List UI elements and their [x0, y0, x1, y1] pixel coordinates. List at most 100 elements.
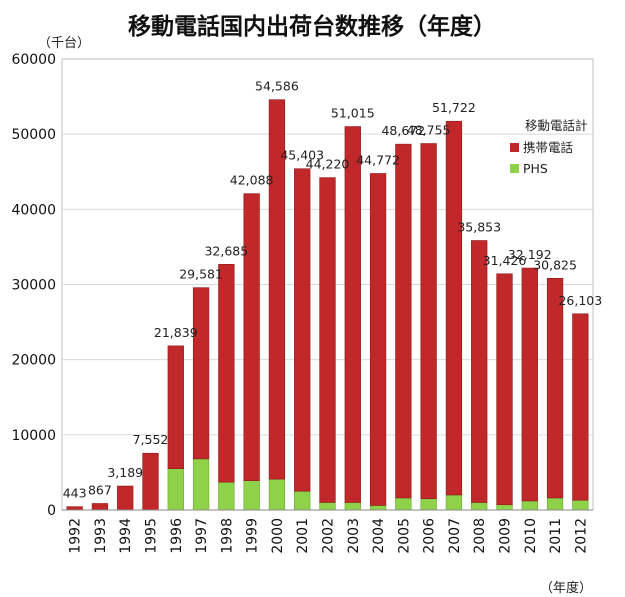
- y-tick-label: 0: [47, 503, 56, 519]
- y-axis-ticks: 0 10000 20000 30000 40000 50000 60000: [11, 52, 56, 519]
- bar-mobile: [395, 143, 412, 499]
- bar-phs: [395, 497, 412, 511]
- total-label: 44,220: [306, 157, 350, 172]
- x-tick-label: 1999: [245, 518, 261, 554]
- total-label: 45,403: [280, 148, 324, 163]
- total-label: 32,685: [204, 243, 248, 258]
- bar-phs: [572, 499, 589, 511]
- y-tick-label: 60000: [11, 52, 56, 68]
- total-labels: 443 867 3,189 7,552 21,839 29,581 32,685 42,088…: [63, 79, 603, 501]
- bar-phs: [369, 505, 387, 511]
- total-label: 31,426: [483, 253, 527, 268]
- total-label: 32,192: [508, 247, 552, 262]
- bar-phs: [319, 502, 336, 511]
- bar-mobile: [369, 173, 387, 506]
- total-label: 443: [63, 486, 87, 501]
- y-tick-label: 30000: [11, 278, 56, 294]
- x-tick-label: 2009: [498, 518, 514, 554]
- x-tick-label: 2012: [573, 518, 589, 554]
- x-tick-label: 1992: [68, 518, 84, 554]
- bar-mobile: [521, 267, 538, 502]
- x-tick-label: 1996: [169, 518, 185, 554]
- y-axis-unit-label: （千台）: [38, 36, 90, 51]
- bar-mobile: [344, 126, 361, 503]
- y-tick-label: 20000: [11, 353, 56, 369]
- total-label: 48,672: [381, 123, 425, 138]
- total-label: 51,015: [331, 106, 375, 121]
- x-tick-label: 2007: [447, 518, 463, 554]
- total-label: 44,772: [356, 152, 400, 167]
- bar-phs: [167, 468, 184, 511]
- bar-mobile: [91, 503, 109, 511]
- bar-phs: [243, 480, 260, 511]
- total-label: 54,586: [255, 79, 299, 94]
- x-tick-label: 2006: [422, 518, 438, 554]
- bar-mobile: [142, 452, 159, 511]
- x-tick-label: 1993: [93, 518, 109, 554]
- bar-mobile: [572, 313, 589, 501]
- x-tick-label: 1994: [118, 518, 134, 554]
- x-tick-label: 1997: [194, 518, 210, 554]
- x-tick-label: 2008: [472, 518, 488, 554]
- bar-mobile: [420, 143, 437, 500]
- legend-entry-phs: PHS: [523, 161, 548, 176]
- legend-swatch-phs: [510, 164, 519, 173]
- total-label: 3,189: [107, 465, 143, 480]
- bar-mobile: [218, 264, 235, 483]
- total-label: 35,853: [457, 220, 501, 235]
- chart-title: 移動電話国内出荷台数推移（年度）: [128, 13, 496, 40]
- legend-entry-mobile: 携帯電話: [523, 140, 573, 155]
- bar-mobile: [268, 99, 286, 480]
- x-tick-label: 2003: [346, 518, 362, 554]
- total-label: 48,755: [407, 123, 451, 138]
- legend: 移動電話計 携帯電話 PHS: [510, 118, 588, 176]
- x-axis-ticks: 1992 1993 1994 1995 1996 1997 1998 1999 2000 2001…: [68, 518, 590, 554]
- bar-mobile: [445, 120, 463, 496]
- bar-phs: [546, 497, 564, 511]
- total-label: 42,088: [230, 173, 274, 188]
- x-tick-label: 2011: [548, 518, 564, 554]
- bar-phs: [192, 458, 210, 511]
- bar-mobile: [117, 485, 134, 511]
- bar-mobile: [167, 345, 184, 469]
- bar-phs: [420, 498, 437, 511]
- y-tick-label: 50000: [11, 127, 56, 143]
- bar-phs: [471, 502, 488, 511]
- x-tick-label: 2001: [295, 518, 311, 554]
- bar-mobile: [294, 168, 311, 492]
- x-axis-unit-label: （年度）: [540, 580, 592, 596]
- bar-phs: [344, 502, 361, 511]
- legend-title: 移動電話計: [525, 118, 588, 133]
- total-label: 51,722: [432, 100, 476, 115]
- bar-mobile: [192, 287, 210, 460]
- x-tick-label: 1998: [219, 518, 235, 554]
- bar-phs: [218, 481, 235, 511]
- bar-phs: [294, 490, 311, 511]
- total-label: 867: [88, 482, 112, 497]
- bar-phs: [445, 494, 463, 511]
- x-tick-label: 2005: [396, 518, 412, 554]
- bar-mobile: [496, 273, 513, 506]
- x-tick-label: 2000: [270, 518, 286, 554]
- bar-mobile: [319, 177, 336, 503]
- bar-phs: [496, 504, 513, 511]
- x-tick-label: 1995: [144, 518, 160, 554]
- total-label: 30,825: [533, 257, 577, 272]
- x-tick-label: 2004: [371, 518, 387, 554]
- x-tick-label: 2010: [523, 518, 539, 554]
- total-label: 21,839: [154, 325, 198, 340]
- x-tick-label: 2002: [321, 518, 337, 554]
- bar-mobile: [243, 193, 260, 481]
- bar-mobile: [546, 277, 564, 499]
- bar-phs: [521, 500, 538, 511]
- legend-swatch-mobile: [510, 143, 519, 152]
- total-label: 29,581: [179, 267, 223, 282]
- bar-mobile: [471, 240, 488, 503]
- bar-phs: [268, 478, 286, 511]
- y-tick-label: 40000: [11, 202, 56, 218]
- total-label: 7,552: [133, 432, 169, 447]
- y-tick-label: 10000: [11, 428, 56, 444]
- bars: [66, 99, 589, 511]
- total-label: 26,103: [558, 293, 602, 308]
